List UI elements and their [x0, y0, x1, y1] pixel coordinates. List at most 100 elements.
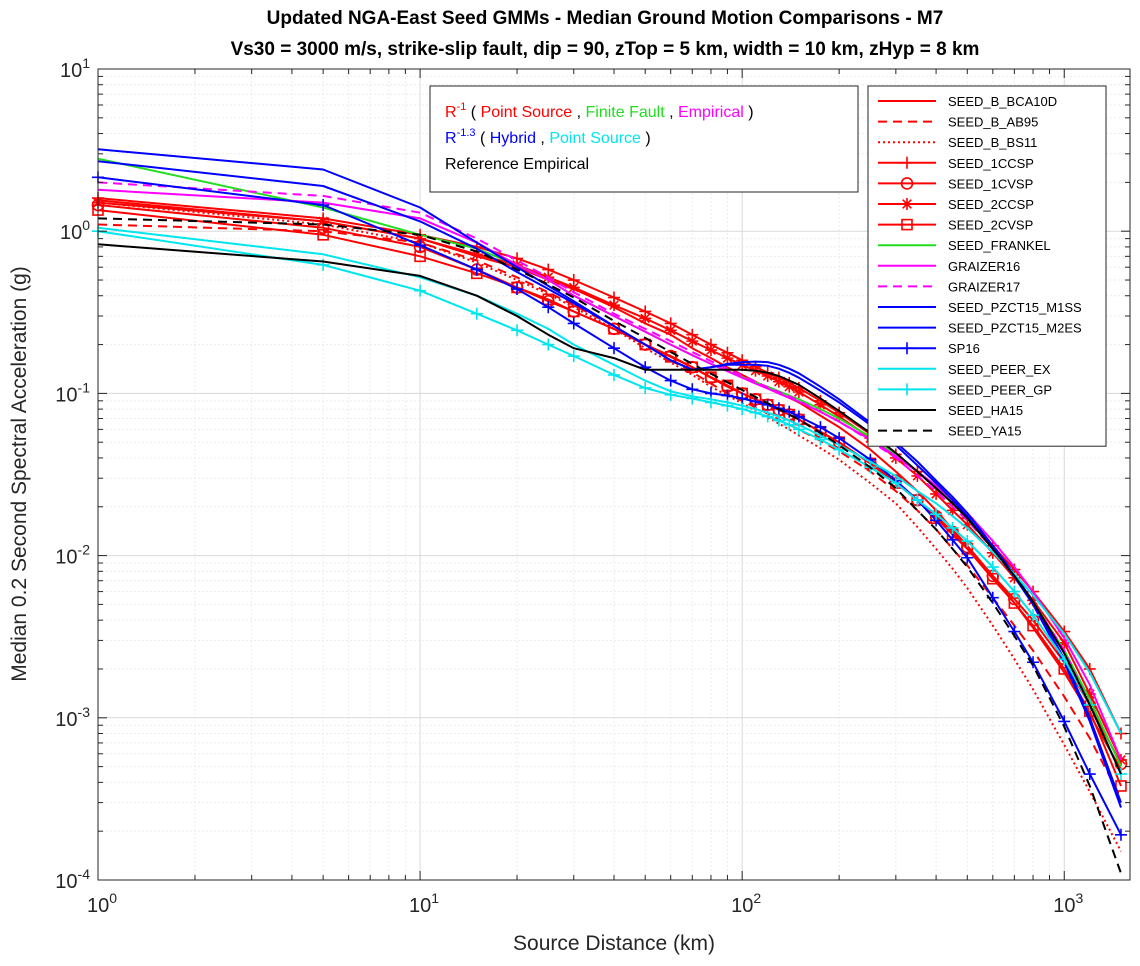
- plus-marker: [567, 317, 580, 330]
- legend-entry: SEED_B_BCA10D: [878, 94, 1057, 109]
- plus-marker: [783, 405, 796, 418]
- legend-label: SEED_PEER_EX: [948, 362, 1051, 377]
- star-marker: [704, 344, 717, 357]
- star-marker: [317, 215, 330, 228]
- legend-entry: SEED_PEER_EX: [878, 362, 1051, 377]
- legend-entry: SEED_2CCSP: [878, 197, 1034, 212]
- annotation-line: Reference Empirical: [445, 156, 589, 173]
- series-seed-ya15: [97, 217, 1122, 874]
- plus-marker: [783, 418, 796, 431]
- x-tick-label: 100: [87, 890, 117, 917]
- plus-marker: [1027, 609, 1040, 622]
- x-axis-label: Source Distance (km): [513, 932, 715, 955]
- plus-marker: [986, 561, 999, 574]
- series-line: [97, 188, 1122, 761]
- square-marker: [901, 218, 913, 231]
- plus-marker: [567, 350, 580, 363]
- plus-marker: [1083, 768, 1096, 781]
- plus-marker: [833, 432, 846, 445]
- star-marker: [721, 352, 734, 365]
- y-tick-label: 100: [60, 217, 90, 244]
- star-marker: [608, 299, 620, 312]
- plus-marker: [511, 324, 524, 337]
- legend-entry: SEED_2CVSP: [878, 218, 1033, 233]
- plus-marker: [664, 388, 677, 401]
- plus-marker: [608, 342, 620, 355]
- star-marker: [961, 518, 974, 531]
- y-tick-label: 101: [60, 55, 90, 82]
- plus-marker: [946, 533, 959, 546]
- star-marker: [930, 487, 943, 500]
- plus-marker: [772, 414, 785, 427]
- y-tick-label: 10-1: [55, 379, 90, 406]
- annotation-box: R-1 ( Point Source , Finite Fault , Empi…: [429, 85, 859, 193]
- plus-marker: [833, 443, 846, 456]
- star-marker: [414, 232, 427, 245]
- legend-entry: SEED_YA15: [878, 424, 1021, 439]
- plus-marker: [749, 406, 762, 419]
- plus-marker: [930, 508, 943, 521]
- plus-marker: [1027, 656, 1040, 669]
- legend-entry: SEED_B_BS11: [878, 135, 1037, 150]
- plus-marker: [470, 307, 483, 320]
- star-marker: [664, 324, 677, 337]
- chart-title: Updated NGA-East Seed GMMs - Median Grou…: [267, 8, 944, 29]
- legend: SEED_B_BCA10D SEED_B_AB95 SEED_B_BS11 SEED_…: [867, 85, 1107, 447]
- plus-marker: [946, 521, 959, 534]
- legend-label: GRAIZER17: [948, 279, 1020, 294]
- plus-marker: [608, 368, 620, 381]
- plus-marker: [1008, 585, 1021, 598]
- legend-label: SEED_B_BCA10D: [948, 94, 1057, 109]
- plus-marker: [792, 423, 805, 436]
- legend-label: SEED_YA15: [948, 424, 1021, 439]
- plus-marker: [761, 410, 774, 423]
- square-marker: [987, 572, 999, 585]
- plus-marker: [470, 263, 483, 276]
- legend-label: SEED_B_BS11: [948, 135, 1037, 150]
- legend-label: SEED_PZCT15_M2ES: [948, 321, 1082, 336]
- legend-entry: SEED_1CCSP: [878, 156, 1034, 171]
- series-line: [97, 217, 1122, 874]
- star-marker: [1083, 688, 1096, 701]
- series-seed-b-bs11: [97, 201, 1122, 852]
- plus-marker: [317, 199, 330, 212]
- legend-label: SEED_2CVSP: [948, 218, 1033, 233]
- plus-marker: [721, 389, 734, 402]
- plus-marker: [542, 338, 555, 351]
- legend-entry: SEED_FRANKEL: [878, 238, 1051, 253]
- plus-marker: [901, 383, 913, 396]
- plus-marker: [639, 381, 652, 394]
- series-group: [91, 148, 1128, 874]
- x-tick-label: 101: [409, 890, 439, 917]
- legend-label: SEED_1CVSP: [948, 176, 1033, 191]
- star-marker: [946, 504, 959, 517]
- series-seed-ha15: [97, 243, 1122, 775]
- star-marker: [792, 386, 805, 399]
- axis-ticks: 100 101 102 103 10-4 10-3 10-2 10-1 100 101: [55, 55, 1130, 917]
- circle-marker: [900, 177, 914, 190]
- star-marker: [783, 380, 796, 393]
- plus-marker: [511, 283, 524, 296]
- y-axis-label: Median 0.2 Second Spectral Acceleration …: [8, 266, 31, 682]
- star-marker: [686, 335, 699, 348]
- plus-marker: [736, 392, 749, 405]
- legend-label: SEED_2CCSP: [948, 197, 1034, 212]
- square-marker: [414, 250, 426, 263]
- legend-label: SEED_B_AB95: [948, 115, 1038, 130]
- square-marker: [567, 305, 580, 318]
- square-marker: [1008, 597, 1021, 609]
- legend-entry: SEED_1CVSP: [878, 176, 1033, 191]
- legend-entry: GRAIZER16: [878, 259, 1020, 274]
- legend-entry: SEED_HA15: [878, 403, 1023, 418]
- legend-entry: SP16: [878, 341, 980, 356]
- legend-label: SEED_FRANKEL: [948, 238, 1051, 253]
- plus-marker: [814, 421, 827, 434]
- plus-marker: [911, 494, 924, 507]
- star-marker: [772, 375, 785, 388]
- legend-entry: SEED_PZCT15_M1SS: [878, 300, 1082, 315]
- star-marker: [470, 248, 483, 261]
- plus-marker: [542, 301, 555, 314]
- series-line: [97, 160, 1122, 803]
- plus-marker: [686, 392, 699, 405]
